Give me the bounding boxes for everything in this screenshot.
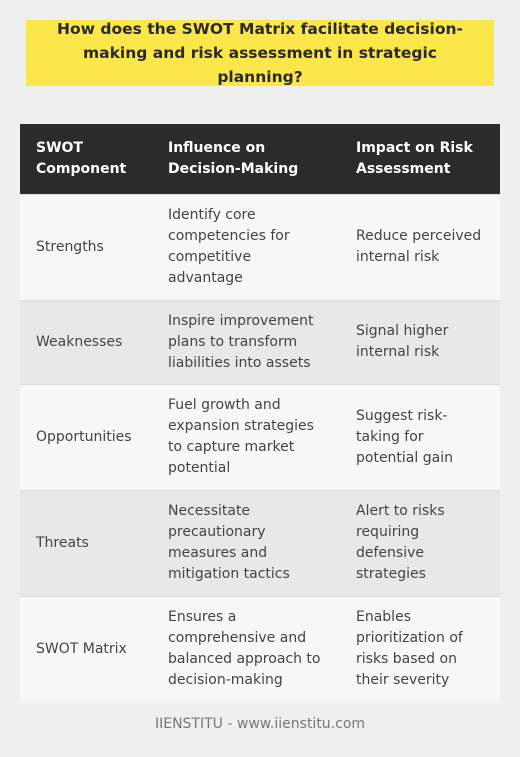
cell-risk-assessment: Alert to risks requiring defensive strat… — [340, 489, 500, 596]
table-row-weaknesses: Weaknesses Inspire improvement plans to … — [20, 299, 500, 384]
footer-credit: IIENSTITU - www.iienstitu.com — [154, 716, 366, 732]
swot-table: SWOT Component Influence on Decision-Mak… — [20, 124, 500, 702]
table-row-swot-matrix: SWOT Matrix Ensures a comprehensive and … — [20, 595, 500, 702]
cell-component: Weaknesses — [20, 299, 152, 384]
cell-decision-making: Ensures a comprehensive and balanced app… — [152, 595, 340, 702]
cell-risk-assessment: Reduce perceived internal risk — [340, 193, 500, 300]
cell-decision-making: Fuel growth and expansion strategies to … — [152, 383, 340, 490]
column-header-decision-making: Influence on Decision-Making — [152, 124, 340, 194]
cell-component: Strengths — [20, 193, 152, 300]
cell-decision-making: Necessitate precautionary measures and m… — [152, 489, 340, 596]
table-header-row: SWOT Component Influence on Decision-Mak… — [20, 124, 500, 194]
cell-component: SWOT Matrix — [20, 595, 152, 702]
column-header-component: SWOT Component — [20, 124, 152, 194]
cell-decision-making: Inspire improvement plans to transform l… — [152, 299, 340, 384]
cell-component: Threats — [20, 489, 152, 596]
cell-risk-assessment: Signal higher internal risk — [340, 299, 500, 384]
cell-decision-making: Identify core competencies for competiti… — [152, 193, 340, 300]
column-header-risk-assessment: Impact on Risk Assessment — [340, 124, 500, 194]
cell-risk-assessment: Suggest risk-taking for potential gain — [340, 383, 500, 490]
table-row-opportunities: Opportunities Fuel growth and expansion … — [20, 383, 500, 490]
cell-component: Opportunities — [20, 383, 152, 490]
title-banner: How does the SWOT Matrix facilitate deci… — [26, 20, 494, 86]
cell-risk-assessment: Enables prioritization of risks based on… — [340, 595, 500, 702]
table-row-threats: Threats Necessitate precautionary measur… — [20, 489, 500, 596]
table-row-strengths: Strengths Identify core competencies for… — [20, 193, 500, 300]
page-title: How does the SWOT Matrix facilitate deci… — [57, 20, 463, 86]
